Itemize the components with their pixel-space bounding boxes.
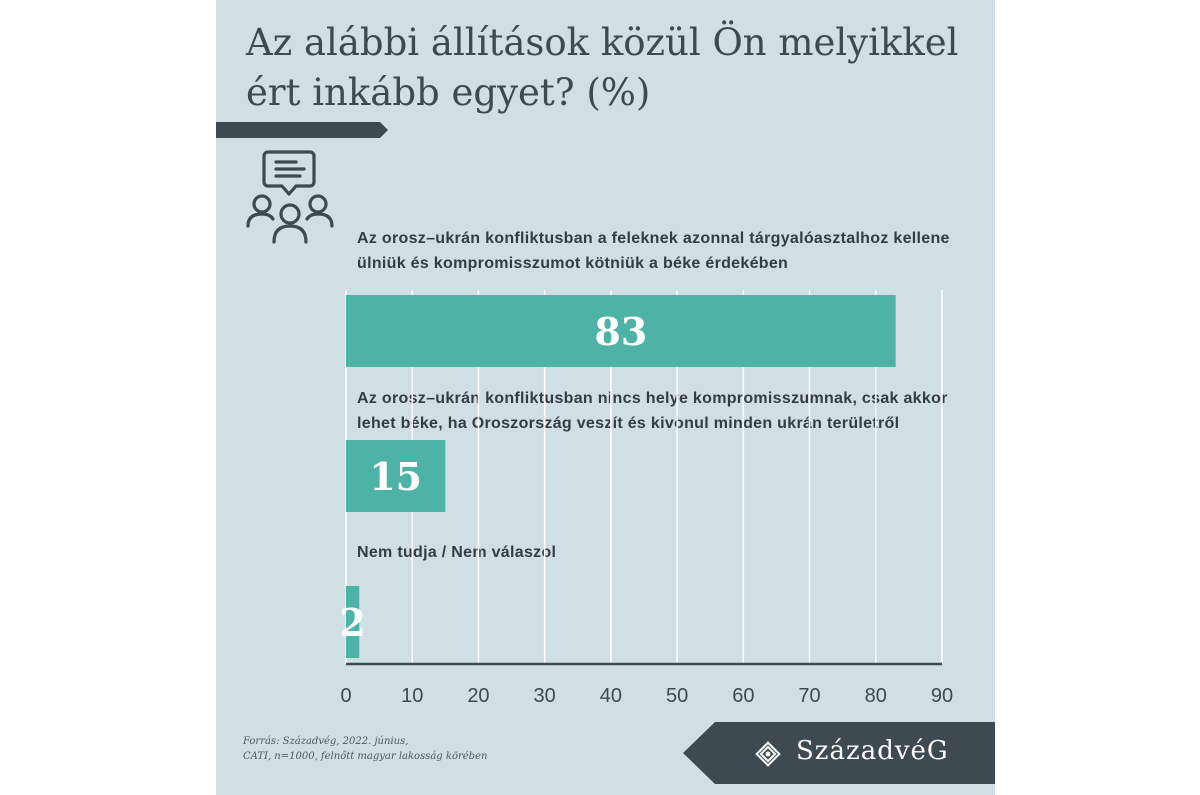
x-tick-label: 20 (467, 685, 489, 707)
bar-value-label-3: 2 (339, 600, 365, 645)
title-underline (216, 122, 380, 138)
source-note: Forrás: Századvég, 2022. június, CATI, n… (243, 734, 487, 764)
x-tick-label: 80 (865, 685, 887, 707)
bar-2 (346, 440, 446, 512)
source-line-2: CATI, n=1000, felnőtt magyar lakosság kö… (243, 751, 488, 762)
x-tick-label: 70 (798, 685, 820, 707)
x-tick-label: 0 (340, 685, 351, 707)
category-label-2: Az orosz–ukrán konfliktusban nincs helye… (357, 390, 948, 432)
category-label-3: Nem tudja / Nem válaszol (357, 544, 557, 561)
bar-3 (346, 586, 360, 658)
title-underline-tip (380, 122, 388, 138)
x-tick-label: 10 (401, 685, 423, 707)
source-line-1: Forrás: Századvég, 2022. június, (243, 736, 409, 747)
brand-logo: SzázadvéG (796, 736, 949, 766)
bar-value-label-1: 83 (594, 309, 647, 354)
logo-banner (683, 722, 995, 784)
x-tick-label: 50 (666, 685, 688, 707)
x-tick-label: 90 (931, 685, 953, 707)
category-label-1: Az orosz–ukrán konfliktusban a feleknek … (357, 230, 950, 272)
x-tick-label: 40 (600, 685, 622, 707)
page-title: Az alábbi állítások közül Ön melyikkel é… (246, 21, 959, 114)
x-tick-label: 30 (534, 685, 556, 707)
people-discussion-icon (246, 150, 334, 244)
logo-emblem-icon (755, 741, 781, 767)
x-tick-label: 60 (732, 685, 754, 707)
bar-value-label-2: 15 (369, 454, 422, 499)
bar-1 (346, 295, 896, 367)
